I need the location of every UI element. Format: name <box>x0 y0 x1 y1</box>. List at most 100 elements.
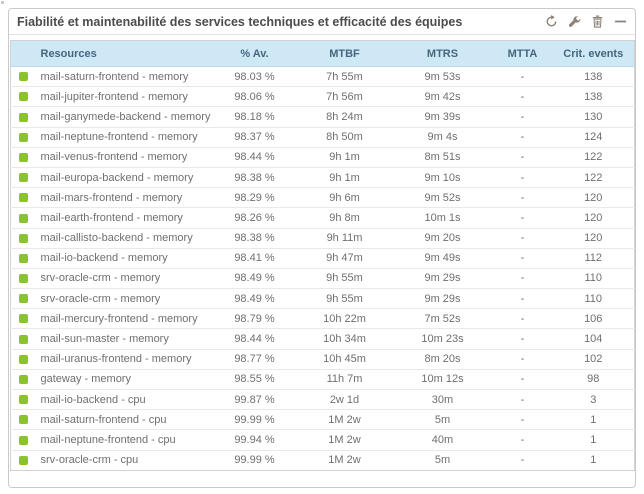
table-row[interactable]: mail-ganymede-backend - memory 98.18 % 8… <box>10 106 635 128</box>
resource-name[interactable]: srv-oracle-crm - memory <box>40 268 213 290</box>
availability-value: 98.79 % <box>212 308 297 330</box>
status-cell <box>10 308 41 330</box>
availability-value: 98.44 % <box>212 328 297 350</box>
mtbf-value: 9h 8m <box>296 207 393 229</box>
availability-value: 98.41 % <box>212 248 297 269</box>
table-row[interactable]: mail-neptune-frontend - memory 98.37 % 8… <box>10 127 635 148</box>
mtta-value: - <box>492 308 553 330</box>
refresh-icon[interactable] <box>544 15 558 29</box>
table-row[interactable]: srv-oracle-crm - cpu 99.99 % 1M 2w 5m - … <box>11 450 635 470</box>
table-row[interactable]: mail-uranus-frontend - memory 98.77 % 10… <box>10 349 635 370</box>
mtbf-value: 10h 34m <box>296 328 393 350</box>
crit-events-value: 120 <box>552 187 635 209</box>
resource-name[interactable]: mail-io-backend - memory <box>40 248 213 269</box>
resource-name[interactable]: gateway - memory <box>40 369 213 391</box>
availability-value: 98.18 % <box>212 106 297 128</box>
mtta-value: - <box>492 288 553 310</box>
table-body: mail-saturn-frontend - memory 98.03 % 7h… <box>10 66 635 471</box>
availability-value: 99.99 % <box>212 409 297 431</box>
table-row[interactable]: mail-io-backend - cpu 99.87 % 2w 1d 30m … <box>10 389 635 411</box>
trash-icon[interactable] <box>590 15 604 29</box>
table-row[interactable]: mail-neptune-frontend - cpu 99.94 % 1M 2… <box>10 429 635 451</box>
resource-name[interactable]: mail-ganymede-backend - memory <box>40 106 213 128</box>
mtrs-value: 10m 23s <box>392 328 493 350</box>
collapse-icon[interactable] <box>613 15 627 29</box>
mtta-value: - <box>492 66 553 88</box>
resource-name[interactable]: mail-mercury-frontend - memory <box>40 308 213 330</box>
resource-name[interactable]: mail-neptune-frontend - memory <box>40 127 213 148</box>
resource-name[interactable]: mail-jupiter-frontend - memory <box>40 86 213 108</box>
resource-name[interactable]: mail-io-backend - cpu <box>40 389 213 411</box>
table-row[interactable]: mail-callisto-backend - memory 98.38 % 9… <box>10 228 635 249</box>
mtbf-value: 9h 1m <box>296 167 393 189</box>
crit-events-value: 104 <box>552 328 635 350</box>
status-cell <box>10 66 41 88</box>
table-row[interactable]: mail-saturn-frontend - memory 98.03 % 7h… <box>10 66 635 88</box>
availability-value: 99.94 % <box>212 429 297 451</box>
mtbf-value: 7h 56m <box>296 86 393 108</box>
table-row[interactable]: mail-mercury-frontend - memory 98.79 % 1… <box>10 308 635 330</box>
resource-name[interactable]: mail-callisto-backend - memory <box>40 228 213 249</box>
status-cell <box>10 207 41 229</box>
table-row[interactable]: mail-io-backend - memory 98.41 % 9h 47m … <box>10 248 635 269</box>
mtbf-value: 10h 45m <box>296 349 393 370</box>
crit-events-value: 122 <box>552 167 635 189</box>
availability-value: 98.06 % <box>212 86 297 108</box>
resource-name[interactable]: mail-saturn-frontend - cpu <box>40 409 213 431</box>
status-cell <box>10 127 41 148</box>
mtrs-value: 9m 29s <box>392 268 493 290</box>
resource-name[interactable]: mail-europa-backend - memory <box>40 167 213 189</box>
availability-value: 98.38 % <box>212 167 297 189</box>
mtta-value: - <box>492 328 553 350</box>
resource-name[interactable]: mail-mars-frontend - memory <box>40 187 213 209</box>
availability-value: 99.87 % <box>212 389 297 411</box>
resource-name[interactable]: mail-earth-frontend - memory <box>40 207 213 229</box>
status-ok-icon <box>19 213 28 223</box>
status-ok-icon <box>19 375 28 384</box>
mtta-value: - <box>492 409 553 431</box>
mtrs-value: 8m 51s <box>392 147 493 168</box>
resource-name[interactable]: mail-neptune-frontend - cpu <box>40 429 213 451</box>
resource-name[interactable]: mail-venus-frontend - memory <box>40 147 213 168</box>
status-cell <box>10 106 41 128</box>
crit-events-value: 1 <box>552 409 635 431</box>
status-ok-icon <box>19 334 28 344</box>
mtrs-value: 40m <box>392 429 493 451</box>
table-row[interactable]: mail-saturn-frontend - cpu 99.99 % 1M 2w… <box>10 409 635 431</box>
status-ok-icon <box>19 274 28 284</box>
mtta-value: - <box>492 369 553 391</box>
resource-name[interactable]: srv-oracle-crm - memory <box>40 288 213 310</box>
mtbf-value: 9h 11m <box>296 228 393 249</box>
table-row[interactable]: mail-earth-frontend - memory 98.26 % 9h … <box>10 207 635 229</box>
table-row[interactable]: mail-sun-master - memory 98.44 % 10h 34m… <box>10 328 635 350</box>
resource-name[interactable]: mail-uranus-frontend - memory <box>40 349 213 370</box>
crit-events-value: 122 <box>552 147 635 168</box>
table-row[interactable]: gateway - memory 98.55 % 11h 7m 10m 12s … <box>10 369 635 391</box>
status-ok-icon <box>19 294 28 304</box>
table-row[interactable]: mail-mars-frontend - memory 98.29 % 9h 6… <box>10 187 635 209</box>
table-row[interactable]: mail-jupiter-frontend - memory 98.06 % 7… <box>10 86 635 108</box>
availability-value: 98.29 % <box>212 187 297 209</box>
column-header-availability: % Av. <box>212 40 297 67</box>
crit-events-value: 3 <box>552 389 635 411</box>
mtrs-value: 9m 52s <box>392 187 493 209</box>
status-cell <box>10 429 41 451</box>
resource-name[interactable]: mail-sun-master - memory <box>40 328 213 350</box>
table-row[interactable]: mail-venus-frontend - memory 98.44 % 9h … <box>10 147 635 168</box>
status-ok-icon <box>19 455 28 465</box>
mtta-value: - <box>492 268 553 290</box>
mtbf-value: 10h 22m <box>296 308 393 330</box>
status-ok-icon <box>19 233 28 243</box>
resource-name[interactable]: mail-saturn-frontend - memory <box>40 66 213 88</box>
status-cell <box>10 288 41 310</box>
table-row[interactable]: mail-europa-backend - memory 98.38 % 9h … <box>10 167 635 189</box>
table-row[interactable]: srv-oracle-crm - memory 98.49 % 9h 55m 9… <box>10 288 635 310</box>
mtbf-value: 1M 2w <box>296 409 393 431</box>
status-ok-icon <box>19 395 28 405</box>
mtta-value: - <box>492 106 553 128</box>
status-cell <box>10 147 41 168</box>
table-row[interactable]: srv-oracle-crm - memory 98.49 % 9h 55m 9… <box>10 268 635 290</box>
wrench-icon[interactable] <box>567 15 581 29</box>
corner-artifact <box>1 1 4 4</box>
resource-name[interactable]: srv-oracle-crm - cpu <box>40 454 139 467</box>
